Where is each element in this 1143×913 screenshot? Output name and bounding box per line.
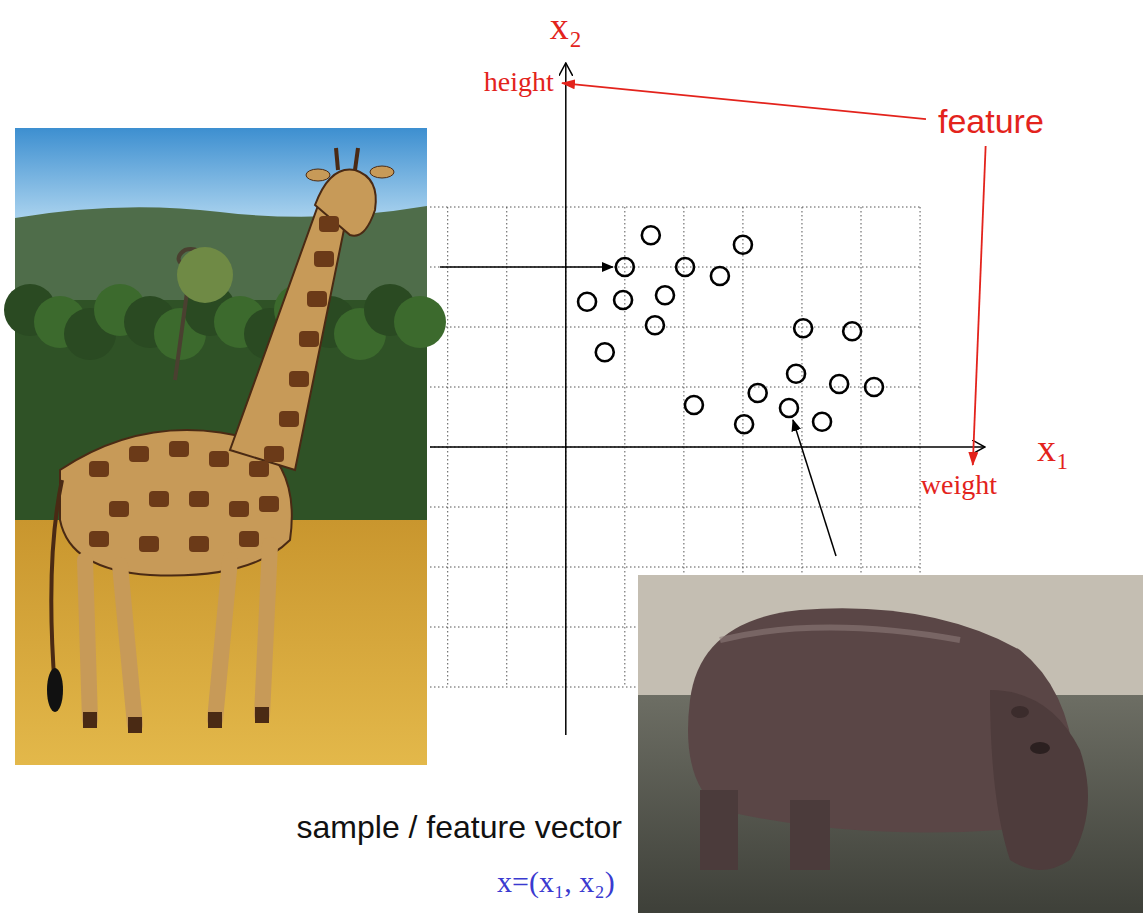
grid-line-y xyxy=(430,207,920,208)
data-point xyxy=(656,286,674,304)
data-point xyxy=(614,291,632,309)
feature-arrow xyxy=(973,146,986,465)
giraffe-leg xyxy=(85,560,90,720)
data-point xyxy=(676,258,694,276)
giraffe-spot xyxy=(239,531,259,547)
hippo-head xyxy=(990,690,1088,870)
data-point xyxy=(735,415,753,433)
data-point xyxy=(596,343,614,361)
weight-label: weight xyxy=(921,469,997,500)
grid-line-y xyxy=(430,327,920,328)
giraffe-neck xyxy=(230,200,350,470)
giraffe-ear xyxy=(370,166,394,178)
data-point xyxy=(734,236,752,254)
giraffe-leg xyxy=(262,545,270,715)
giraffe-leg xyxy=(215,560,230,720)
giraffe-spot xyxy=(264,446,284,462)
data-point xyxy=(616,258,634,276)
x-axis-label: x₁ xyxy=(1037,427,1069,469)
data-point xyxy=(578,293,596,311)
giraffe-spot xyxy=(314,251,334,267)
grid-line-y xyxy=(430,567,920,568)
hippo-leg xyxy=(790,800,830,870)
hippo-ear xyxy=(1011,706,1029,718)
data-point xyxy=(711,267,729,285)
data-point xyxy=(780,399,798,417)
tree-top xyxy=(177,247,233,303)
giraffe-hoof xyxy=(128,717,142,733)
data-point xyxy=(685,396,703,414)
y-axis-label: x₂ xyxy=(550,5,582,47)
giraffe-spot xyxy=(109,501,129,517)
data-point xyxy=(642,226,660,244)
giraffe-tail-tuft xyxy=(47,668,63,712)
giraffe-spot xyxy=(289,371,309,387)
data-point xyxy=(843,322,861,340)
giraffe-spot xyxy=(189,536,209,552)
y-axis xyxy=(565,63,567,735)
giraffe-spot xyxy=(149,491,169,507)
data-point xyxy=(646,316,664,334)
feature-label: feature xyxy=(938,102,1044,140)
x-axis xyxy=(430,446,985,448)
giraffe-ear xyxy=(306,169,330,181)
giraffe-spot xyxy=(89,531,109,547)
giraffe-hoof xyxy=(208,712,222,728)
giraffe-spot xyxy=(319,216,339,232)
giraffe-spot xyxy=(249,461,269,477)
sample-arrow xyxy=(440,266,613,268)
hippo-leg xyxy=(700,790,738,870)
feature-vector-formula: x=(x₁, x₂) xyxy=(497,865,615,899)
giraffe-spot xyxy=(229,501,249,517)
ground xyxy=(638,575,1143,913)
points xyxy=(578,226,883,433)
sample-arrow xyxy=(793,420,836,556)
sample-arrows xyxy=(440,267,836,556)
height-label: height xyxy=(484,66,554,97)
feature-arrow xyxy=(562,83,926,119)
caption: sample / feature vector xyxy=(297,809,623,845)
giraffe-spot xyxy=(169,441,189,457)
giraffe-spot xyxy=(89,461,109,477)
giraffe-hoof xyxy=(255,707,269,723)
hippo-eye xyxy=(1030,742,1050,754)
data-point xyxy=(865,378,883,396)
data-point xyxy=(830,375,848,393)
giraffe-leg xyxy=(120,565,135,725)
hippo-photo xyxy=(638,575,1143,913)
data-point xyxy=(813,413,831,431)
giraffe-spot xyxy=(139,536,159,552)
hippo-highlight xyxy=(720,628,960,641)
grid-line-y xyxy=(430,507,920,508)
giraffe-photo xyxy=(4,128,446,765)
giraffe-spot xyxy=(279,411,299,427)
giraffe-spot xyxy=(299,331,319,347)
giraffe-tail xyxy=(51,480,62,690)
figure: x₂ x₁ height weight feature sample / feature … xyxy=(0,0,1143,913)
giraffe-spot xyxy=(129,446,149,462)
data-point xyxy=(794,319,812,337)
giraffe-spot xyxy=(259,496,279,512)
giraffe-horn xyxy=(355,148,358,170)
data-point xyxy=(749,384,767,402)
tree xyxy=(394,296,446,348)
giraffe-hoof xyxy=(83,712,97,728)
giraffe-horn xyxy=(336,148,338,170)
giraffe-spot xyxy=(209,451,229,467)
giraffe-spot xyxy=(307,291,327,307)
data-point xyxy=(787,365,805,383)
giraffe-spot xyxy=(189,491,209,507)
